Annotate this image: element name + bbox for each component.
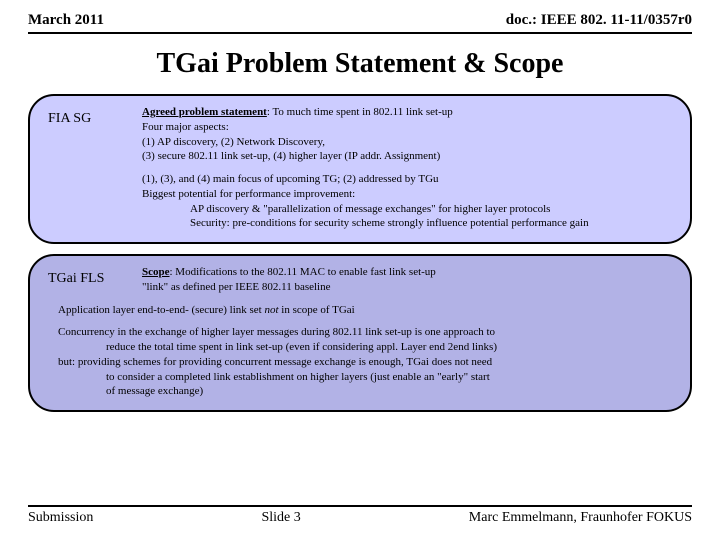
- footer-right: Marc Emmelmann, Fraunhofer FOKUS: [469, 510, 692, 526]
- fia-agreed-label: Agreed problem statement: [142, 106, 267, 118]
- tgai-line3: Application layer end-to-end- (secure) l…: [58, 304, 674, 318]
- footer-center: Slide 3: [261, 510, 300, 526]
- header-doc: doc.: IEEE 802. 11-11/0357r0: [506, 12, 692, 29]
- footer: Submission Slide 3 Marc Emmelmann, Fraun…: [28, 505, 692, 526]
- tgai-line5: reduce the total time spent in link set-…: [106, 341, 674, 355]
- header-date: March 2011: [28, 12, 104, 29]
- header: March 2011 doc.: IEEE 802. 11-11/0357r0: [0, 0, 720, 31]
- tgai-l3c: in scope of TGai: [279, 304, 355, 316]
- fia-agreed-text: : To much time spent in 802.11 link set-…: [267, 106, 453, 118]
- header-rule: [28, 32, 692, 34]
- tgai-scope-text: : Modifications to the 802.11 MAC to ena…: [170, 266, 436, 278]
- tgai-l3a: Application layer end-to-end- (secure) l…: [58, 304, 264, 316]
- fia-line5: (1), (3), and (4) main focus of upcoming…: [142, 173, 674, 187]
- tgai-line4: Concurrency in the exchange of higher la…: [58, 326, 674, 340]
- tgai-l3b: not: [264, 304, 278, 316]
- box-label-tgai: TGai FLS: [48, 270, 104, 288]
- box-content-tgai: Scope: Modifications to the 802.11 MAC t…: [142, 266, 674, 304]
- page-title: TGai Problem Statement & Scope: [0, 48, 720, 80]
- fia-line7: AP discovery & "parallelization of messa…: [190, 203, 674, 217]
- box-label-fia: FIA SG: [48, 110, 91, 128]
- tgai-scope-label: Scope: [142, 266, 170, 278]
- fia-line1: Agreed problem statement: To much time s…: [142, 106, 674, 120]
- fia-line6: Biggest potential for performance improv…: [142, 188, 674, 202]
- box-content-fia: Agreed problem statement: To much time s…: [142, 106, 674, 187]
- tgai-line2: "link" as defined per IEEE 802.11 baseli…: [142, 281, 674, 295]
- fia-line4: (3) secure 802.11 link set-up, (4) highe…: [142, 150, 674, 164]
- fia-line3: (1) AP discovery, (2) Network Discovery,: [142, 136, 674, 150]
- fia-line8: Security: pre-conditions for security sc…: [190, 217, 674, 231]
- footer-row: Submission Slide 3 Marc Emmelmann, Fraun…: [28, 510, 692, 526]
- tgai-line8: of message exchange): [106, 385, 674, 399]
- fia-line2: Four major aspects:: [142, 121, 674, 135]
- tgai-line6: but: providing schemes for providing con…: [58, 356, 674, 370]
- box-tgai-fls: TGai FLS Scope: Modifications to the 802…: [28, 254, 692, 412]
- footer-left: Submission: [28, 510, 93, 526]
- tgai-line7: to consider a completed link establishme…: [106, 371, 674, 385]
- box-fia-sg: FIA SG Agreed problem statement: To much…: [28, 94, 692, 244]
- footer-rule: [28, 505, 692, 507]
- tgai-line1: Scope: Modifications to the 802.11 MAC t…: [142, 266, 674, 280]
